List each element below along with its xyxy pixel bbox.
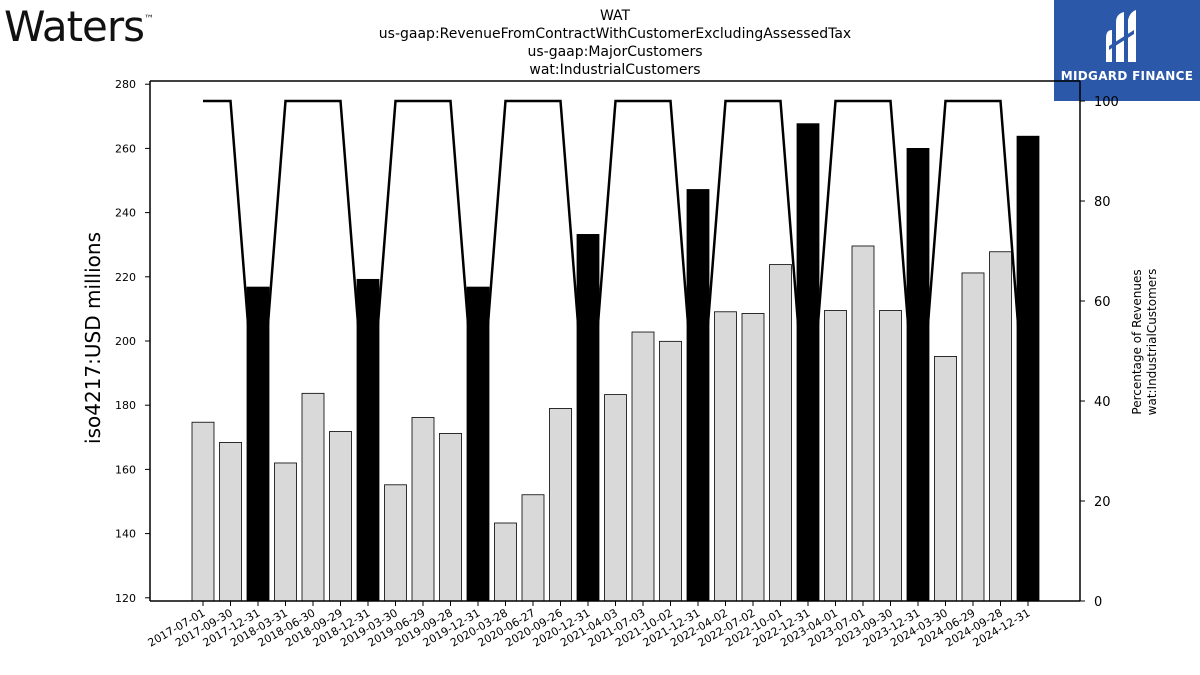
bar-2024-03-30: [934, 356, 957, 602]
bar-2024-06-29: [961, 272, 985, 602]
y-tick-label: 240: [115, 207, 136, 220]
bar-2018-03-31: [274, 462, 297, 602]
y-tick-label: 180: [115, 399, 136, 412]
waters-logo: Waters™: [4, 2, 155, 51]
chart-title-concept: us-gaap:RevenueFromContractWithCustomerE…: [378, 26, 852, 42]
bar-2023-07-01: [851, 245, 875, 602]
bar-2023-04-01: [824, 310, 847, 602]
y-tick-label: 140: [115, 528, 136, 541]
midgard-finance-logo: MIDGARD FINANCE: [1054, 0, 1200, 101]
percentage-line: [203, 99, 1030, 452]
chart-title-member: wat:IndustrialCustomers: [529, 62, 701, 78]
midgard-logo-icon: [1106, 10, 1136, 62]
bar-2018-06-30: [301, 392, 325, 602]
y-tick-label: 220: [115, 271, 136, 284]
y-axis-label: iso4217:USD millions: [81, 232, 105, 444]
y2-tick-label: 60: [1094, 295, 1111, 310]
bar-2020-06-27: [521, 494, 545, 602]
chart-title-block: WAT us-gaap:RevenueFromContractWithCusto…: [300, 7, 930, 79]
y2-tick-label: 80: [1094, 195, 1111, 210]
bar-2017-09-30: [219, 442, 242, 602]
bar-2021-10-02: [659, 340, 682, 602]
bar-2020-03-28: [494, 522, 517, 602]
bar-2022-04-02: [714, 311, 737, 602]
bar-2024-09-28: [989, 251, 1012, 602]
bar-2022-07-02: [741, 312, 765, 602]
bar-2019-03-30: [384, 484, 407, 602]
bar-2019-09-28: [439, 433, 462, 602]
y-tick-label: 260: [115, 142, 136, 155]
bar-2017-07-01: [191, 421, 215, 602]
y2-axis-label-line1: Percentage of Revenues: [1130, 269, 1144, 414]
chart-title-axis: us-gaap:MajorCustomers: [527, 44, 703, 60]
bar-2021-12-31: [686, 189, 710, 602]
bar-2019-06-29: [411, 416, 435, 602]
bar-2020-12-31: [576, 234, 600, 602]
y-tick-label: 120: [115, 592, 136, 605]
bar-2021-04-03: [604, 394, 627, 602]
chart-title-ticker: WAT: [599, 8, 631, 24]
y-tick-label: 280: [115, 78, 136, 91]
y2-axis-label-line2: wat:IndustrialCustomers: [1145, 269, 1159, 416]
bar-2021-07-03: [631, 331, 655, 602]
y-tick-label: 200: [115, 335, 136, 348]
bar-2020-09-26: [549, 408, 572, 602]
y-tick-label: 160: [115, 463, 136, 476]
y2-tick-label: 100: [1094, 95, 1119, 110]
bar-2023-12-31: [906, 148, 930, 602]
y2-tick-label: 40: [1094, 395, 1111, 410]
bar-2023-09-30: [879, 310, 902, 602]
y2-tick-label: 0: [1094, 595, 1102, 610]
bar-2022-10-01: [769, 264, 792, 602]
bar-2018-09-29: [329, 431, 352, 602]
y2-tick-label: 20: [1094, 495, 1111, 510]
brand-name: MIDGARD FINANCE: [1060, 69, 1194, 83]
